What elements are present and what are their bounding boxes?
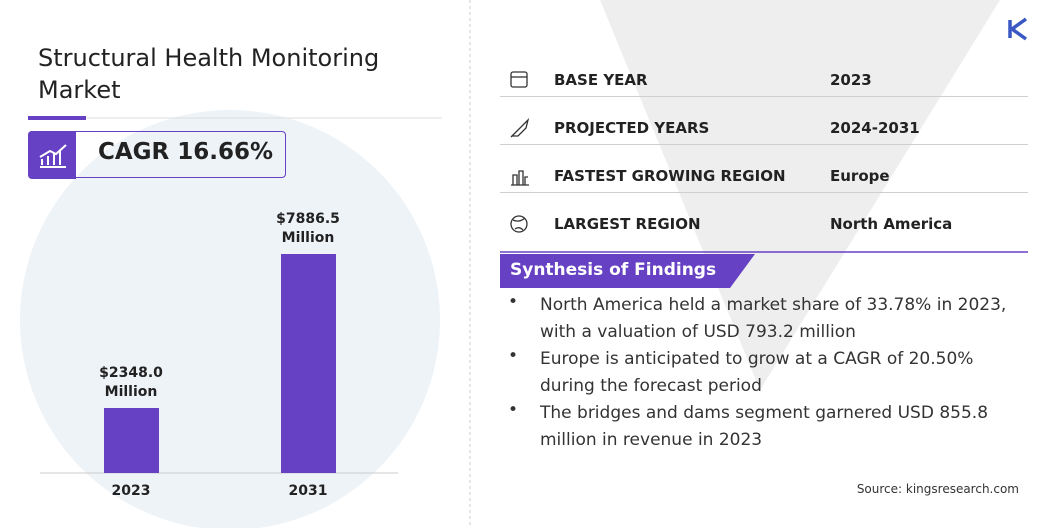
bullet: • xyxy=(508,346,519,366)
row-label: PROJECTED YEARS xyxy=(554,119,710,137)
row-divider xyxy=(500,96,1028,97)
finding: Europe is anticipated to grow at a CAGR … xyxy=(540,349,974,396)
value-label: $2348.0 Million xyxy=(99,364,163,400)
bar xyxy=(103,407,159,473)
title: Structural Health Monitoring Market xyxy=(38,44,380,104)
logo xyxy=(1008,17,1028,41)
bg-shape xyxy=(600,0,1000,390)
row-value: 2024-2031 xyxy=(830,119,920,137)
bar xyxy=(280,254,336,473)
findings-title: Synthesis of Findings xyxy=(510,260,717,280)
findings-banner xyxy=(500,254,755,288)
row-value: North America xyxy=(830,215,953,233)
row-icons xyxy=(510,71,530,233)
cagr-glyph xyxy=(39,144,67,168)
row-value: Europe xyxy=(830,167,890,185)
row-divider xyxy=(500,192,1028,193)
row-label: FASTEST GROWING REGION xyxy=(554,167,786,185)
cagr-icon xyxy=(28,131,76,179)
row-label: LARGEST REGION xyxy=(554,215,701,233)
bullet: • xyxy=(508,400,519,420)
x-tick-label: 2031 xyxy=(288,483,328,499)
row-divider xyxy=(500,144,1028,145)
value-label: $7886.5 Million xyxy=(276,211,340,246)
x-tick-label: 2023 xyxy=(111,483,151,499)
finding: North America held a market share of 33.… xyxy=(540,295,1007,342)
bullet: • xyxy=(508,292,519,312)
row-label: BASE YEAR xyxy=(554,71,648,89)
row-value: 2023 xyxy=(830,71,872,89)
source: Source: kingsresearch.com xyxy=(856,482,1019,496)
cagr: CAGR 16.66% xyxy=(98,139,274,165)
finding: The bridges and dams segment garnered US… xyxy=(540,403,989,450)
